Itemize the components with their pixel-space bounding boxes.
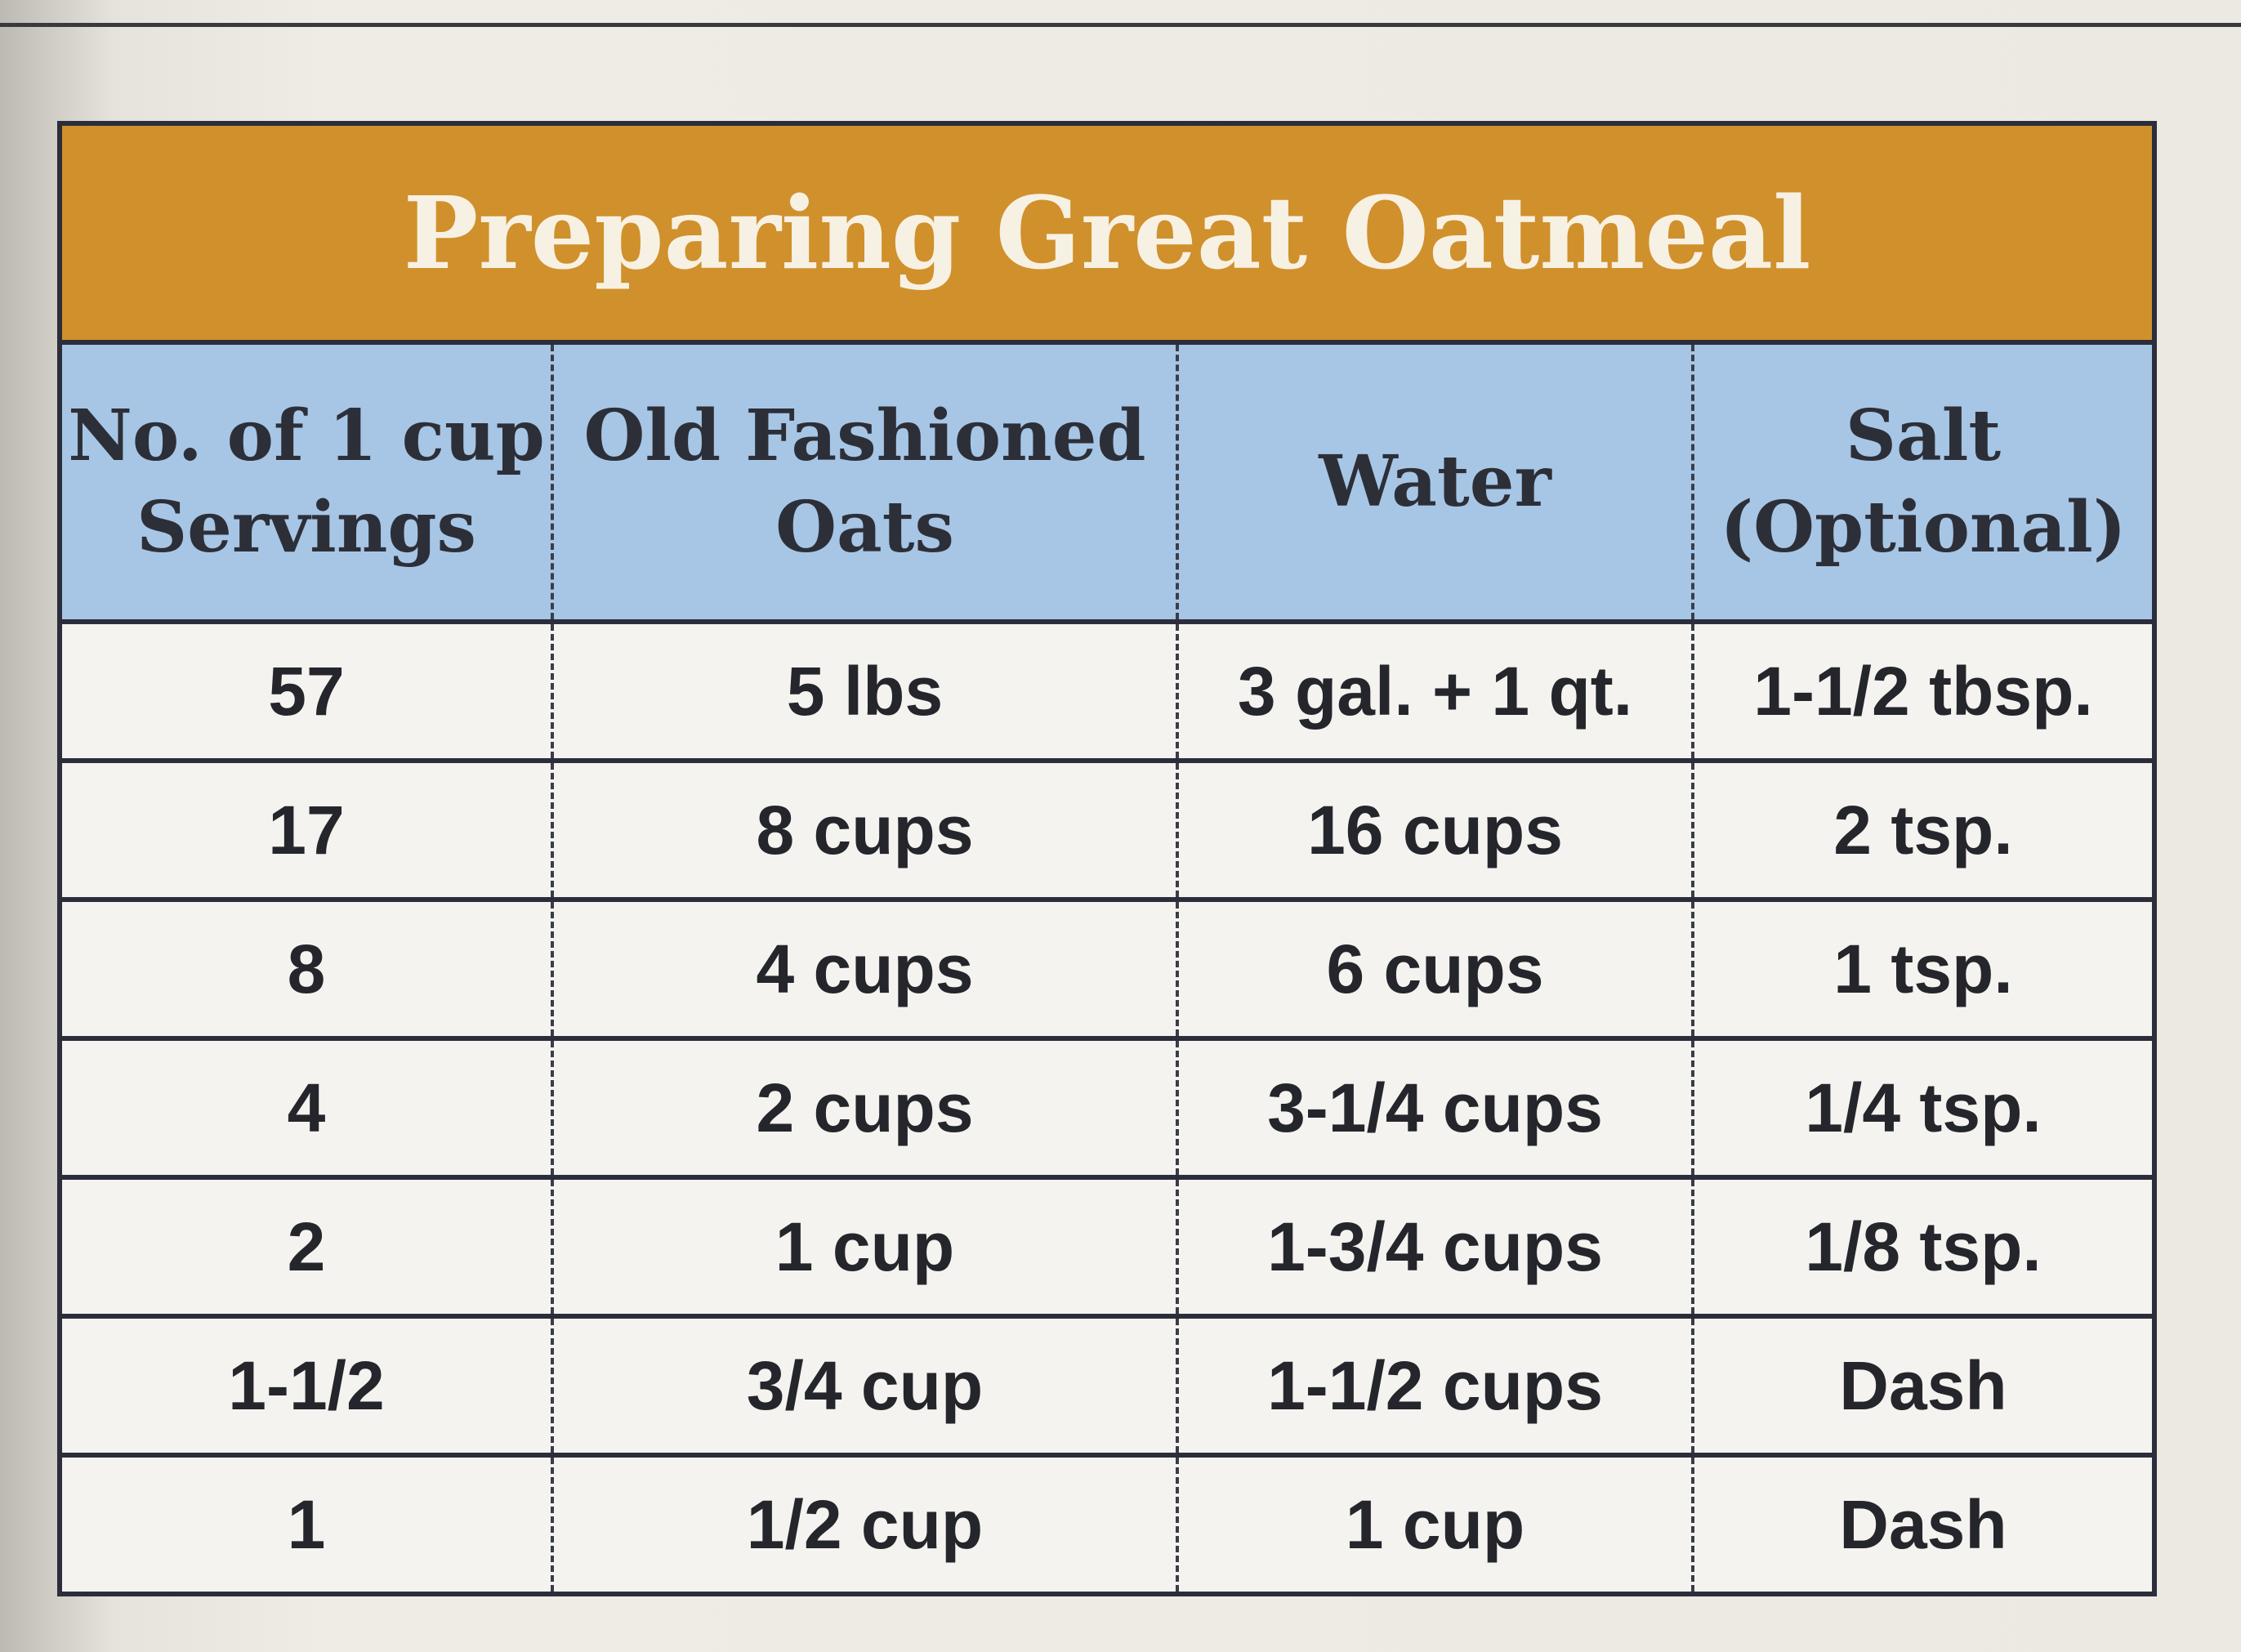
table-cell: 1-1/2 tbsp. bbox=[1691, 624, 2152, 758]
table-cell: 6 cups bbox=[1176, 902, 1691, 1036]
table-row: 17 8 cups 16 cups 2 tsp. bbox=[62, 763, 2152, 902]
header-text: Water bbox=[1319, 440, 1551, 524]
table-cell: 5 lbs bbox=[551, 624, 1176, 758]
table-cell: 4 bbox=[287, 1069, 326, 1146]
table-cell: 1-1/2 bbox=[228, 1346, 385, 1424]
table-cell: 1/4 tsp. bbox=[1691, 1041, 2152, 1175]
header-text: Salt bbox=[1845, 395, 2002, 478]
table-cell: 2 cups bbox=[551, 1041, 1176, 1175]
table-cell: 1-1/2 cups bbox=[1176, 1319, 1691, 1453]
table-cell: 3-1/4 cups bbox=[1176, 1041, 1691, 1175]
table-cell: Dash bbox=[1691, 1319, 2152, 1453]
header-text: (Optional) bbox=[1720, 486, 2127, 569]
header-text: Oats bbox=[775, 486, 954, 569]
table-cell: 3 gal. + 1 qt. bbox=[1176, 624, 1691, 758]
header-text: Servings bbox=[136, 486, 476, 569]
table-cell: 1/8 tsp. bbox=[1691, 1180, 2152, 1314]
table-row: 4 2 cups 3-1/4 cups 1/4 tsp. bbox=[62, 1041, 2152, 1180]
table-cell: 8 cups bbox=[551, 763, 1176, 897]
table-card: Preparing Great Oatmeal No. of 1 cup Serv… bbox=[57, 121, 2157, 1596]
table-body: 57 5 lbs 3 gal. + 1 qt. 1-1/2 tbsp. 17 8 cups… bbox=[62, 624, 2152, 1592]
table-cell: 1-3/4 cups bbox=[1176, 1180, 1691, 1314]
table-title: Preparing Great Oatmeal bbox=[62, 126, 2152, 345]
header-cell: Salt (Optional) bbox=[1691, 345, 2152, 619]
edge-line bbox=[0, 23, 2241, 27]
table-cell: 4 cups bbox=[551, 902, 1176, 1036]
header-text: No. of 1 cup bbox=[68, 395, 545, 478]
header-cell: Old Fashioned Oats bbox=[551, 345, 1176, 619]
header-cell: Water bbox=[1176, 345, 1691, 619]
table-cell: 1 tsp. bbox=[1691, 902, 2152, 1036]
table-cell: 1 bbox=[287, 1485, 326, 1563]
table-row: 2 1 cup 1-3/4 cups 1/8 tsp. bbox=[62, 1180, 2152, 1319]
header-row: No. of 1 cup Servings Old Fashioned Oats Wat… bbox=[62, 345, 2152, 624]
header-cell: No. of 1 cup Servings bbox=[62, 345, 551, 619]
table-cell: 1 cup bbox=[1176, 1458, 1691, 1592]
table-row: 1 1/2 cup 1 cup Dash bbox=[62, 1458, 2152, 1592]
table-cell: 3/4 cup bbox=[551, 1319, 1176, 1453]
table-row: 1-1/2 3/4 cup 1-1/2 cups Dash bbox=[62, 1319, 2152, 1458]
table-cell: 17 bbox=[268, 791, 345, 868]
table-cell: 16 cups bbox=[1176, 763, 1691, 897]
table-cell: 2 bbox=[287, 1208, 326, 1285]
header-text: Old Fashioned bbox=[583, 395, 1146, 478]
table-cell: 57 bbox=[268, 652, 345, 730]
table-row: 8 4 cups 6 cups 1 tsp. bbox=[62, 902, 2152, 1041]
table-row: 57 5 lbs 3 gal. + 1 qt. 1-1/2 tbsp. bbox=[62, 624, 2152, 763]
table-cell: 8 bbox=[287, 930, 326, 1007]
table-cell: Dash bbox=[1691, 1458, 2152, 1592]
table-cell: 1/2 cup bbox=[551, 1458, 1176, 1592]
table-cell: 2 tsp. bbox=[1691, 763, 2152, 897]
table-cell: 1 cup bbox=[551, 1180, 1176, 1314]
